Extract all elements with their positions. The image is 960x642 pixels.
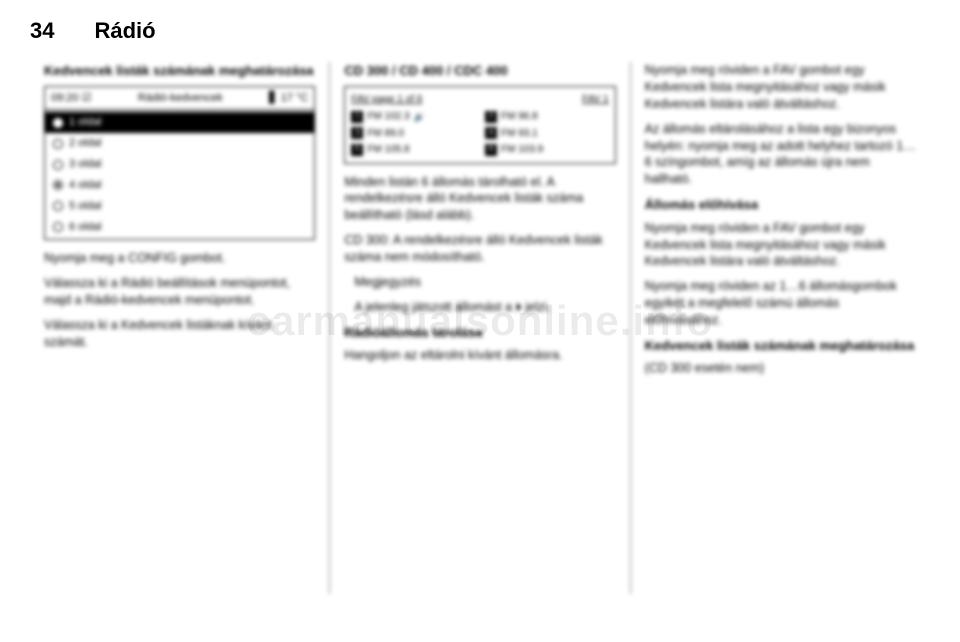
fav-freq: FM 89.0 xyxy=(367,127,404,141)
radio-label: 6 oldal xyxy=(69,220,101,235)
radio-label: 1 oldal xyxy=(69,115,101,130)
col2-p1: Minden listán 6 állomás tárolható el. A … xyxy=(344,174,615,225)
fav-freq: FM 105.8 xyxy=(367,143,409,157)
radio-icon xyxy=(53,222,63,232)
radio-row: 6 oldal xyxy=(45,217,314,238)
col1-p1: Nyomja meg a CONFIG gombot. xyxy=(44,250,315,267)
radio-label: 5 oldal xyxy=(69,199,101,214)
column-2: CD 300 / CD 400 / CDC 400 FAV page 1 of … xyxy=(329,62,629,594)
col3-p1: Nyomja meg röviden a FAV gombot egy Kedv… xyxy=(645,62,916,113)
note-label: Megjegyzés xyxy=(354,274,615,291)
fav-number: 3 xyxy=(351,127,363,139)
fav-cell: 4 FM 93.1 xyxy=(485,127,609,141)
col3-p2: Az állomás eltárolásához a lista egy biz… xyxy=(645,121,916,189)
radio-row: 2 oldal xyxy=(45,133,314,154)
radio-icon xyxy=(53,201,63,211)
fav-number: 4 xyxy=(485,127,497,139)
radio-label: 3 oldal xyxy=(69,157,101,172)
radio-icon xyxy=(53,160,63,170)
col3-p4: Nyomja meg röviden az 1…6 állomásgombok … xyxy=(645,278,916,329)
radio-row: 4 oldal xyxy=(45,175,314,196)
speaker-icon: 🔊 xyxy=(414,111,425,123)
col3-p5: (CD 300 esetén nem) xyxy=(645,360,916,377)
fav-freq: FM 103.9 xyxy=(501,143,543,157)
radio-row: 3 oldal xyxy=(45,154,314,175)
fav-number: 6 xyxy=(485,144,497,156)
radio-row: 1 oldal xyxy=(45,112,314,133)
screen-title: Rádió-kedvencek xyxy=(138,91,223,106)
fav-top-right: FAV 1 xyxy=(582,93,609,107)
radio-icon xyxy=(53,180,63,190)
col1-p3: Válassza ki a Kedvencek listáknak kívánt… xyxy=(44,317,315,351)
col2-heading: CD 300 / CD 400 / CDC 400 xyxy=(344,62,615,80)
fav-freq: FM 93.1 xyxy=(501,127,538,141)
column-3: Nyomja meg röviden a FAV gombot egy Kedv… xyxy=(630,62,930,594)
note-text: A jelenleg játszott állomást a ⏵ jelzi. xyxy=(354,299,615,316)
fav-number: 1 xyxy=(351,111,363,123)
col1-heading: Kedvencek listák számának meghatározása xyxy=(44,62,315,80)
fav-freq: FM 96.8 xyxy=(501,110,538,124)
radio-label: 2 oldal xyxy=(69,136,101,151)
fav-page-screen: FAV page 1 of 6 FAV 1 1 FM 102.3 🔊 2 FM 96.8… xyxy=(344,86,615,164)
column-1: Kedvencek listák számának meghatározása … xyxy=(30,62,329,594)
radio-icon xyxy=(53,118,63,128)
screen-temp: ▋ 17 °C xyxy=(269,91,308,106)
content-columns: Kedvencek listák számának meghatározása … xyxy=(0,54,960,614)
section-title: Rádió xyxy=(94,18,155,44)
col3-sub1: Állomás előhívása xyxy=(645,196,916,214)
radio-row: 5 oldal xyxy=(45,196,314,217)
col3-sub2: Kedvencek listák számának meghatározása xyxy=(645,337,916,355)
fav-cell: 1 FM 102.3 🔊 xyxy=(351,110,475,124)
col2-p2: CD 300: A rendelkezésre álló Kedvencek l… xyxy=(344,232,615,266)
radio-icon xyxy=(53,139,63,149)
col2-p3: Hangoljon az eltárolni kívánt állomásra. xyxy=(344,347,615,364)
fav-cell: 5 FM 105.8 xyxy=(351,143,475,157)
col2-sub2: Rádióállomás tárolása xyxy=(344,324,615,342)
fav-number: 2 xyxy=(485,111,497,123)
page-number: 34 xyxy=(30,18,54,44)
radio-label: 4 oldal xyxy=(69,178,101,193)
fav-freq: FM 102.3 xyxy=(367,110,409,124)
fav-top-left: FAV page 1 of 6 xyxy=(351,93,422,107)
screen-time: 09:20 ☑ xyxy=(51,91,91,106)
fav-cell: 2 FM 96.8 xyxy=(485,110,609,124)
fav-number: 5 xyxy=(351,144,363,156)
col3-p3: Nyomja meg röviden a FAV gombot egy Kedv… xyxy=(645,220,916,271)
fav-cell: 3 FM 89.0 xyxy=(351,127,475,141)
radio-favorites-screen: 09:20 ☑ Rádió-kedvencek ▋ 17 °C 1 oldal 2… xyxy=(44,86,315,241)
fav-cell: 6 FM 103.9 xyxy=(485,143,609,157)
col1-p2: Válassza ki a Rádió beállítások menüpont… xyxy=(44,275,315,309)
